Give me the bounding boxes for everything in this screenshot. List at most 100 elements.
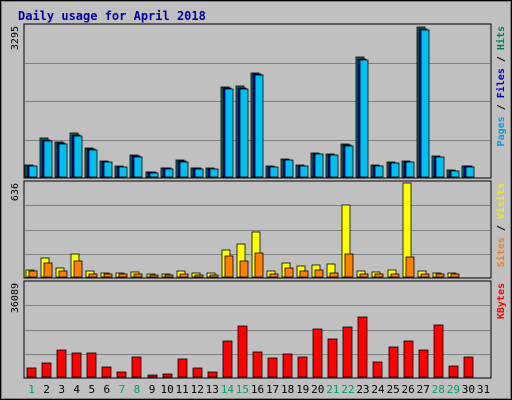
bar-sites-day-17 (269, 273, 279, 278)
bar-pages-day-13 (209, 168, 219, 178)
bar-sites-day-22 (344, 253, 354, 278)
bar-kbytes-day-28 (433, 324, 444, 378)
bar-kbytes-day-17 (267, 357, 278, 378)
bar-sites-day-21 (329, 272, 339, 278)
bar-pages-day-18 (284, 159, 294, 178)
bar-pages-day-29 (450, 170, 460, 178)
bar-sites-day-14 (224, 255, 234, 278)
day-label-2: 2 (43, 383, 50, 396)
day-label-18: 18 (281, 383, 294, 396)
bar-kbytes-day-7 (116, 371, 127, 378)
panel-hits-files-pages: 3295 Pages / Files / Hits (10, 23, 507, 179)
panel-visits-sites: 636 Sites / Visits (10, 180, 507, 279)
bar-sites-day-7 (118, 273, 128, 278)
day-label-26: 26 (402, 383, 415, 396)
day-label-19: 19 (296, 383, 309, 396)
bar-kbytes-day-25 (388, 346, 399, 378)
axis-label-sep: / (496, 98, 507, 116)
bar-pages-day-4 (73, 135, 83, 178)
bar-sites-day-3 (58, 270, 68, 278)
max-label-kbytes: 36089 (10, 283, 21, 313)
bar-sites-day-20 (314, 269, 324, 278)
bar-pages-day-11 (179, 161, 189, 178)
bar-pages-day-3 (58, 143, 68, 178)
bar-sites-day-23 (359, 273, 369, 278)
bar-kbytes-day-23 (357, 316, 368, 378)
bar-kbytes-day-5 (86, 352, 97, 378)
day-label-17: 17 (266, 383, 279, 396)
bar-kbytes-day-21 (327, 338, 338, 378)
bar-kbytes-day-19 (297, 356, 308, 378)
bar-kbytes-day-20 (312, 328, 323, 378)
day-label-10: 10 (160, 383, 173, 396)
axis-label-sites: Sites (495, 237, 507, 267)
bar-sites-day-1 (28, 270, 38, 278)
axis-label-hits-files-pages: Pages / Files / Hits (495, 26, 507, 146)
bar-pages-day-23 (359, 59, 369, 178)
bar-pages-day-7 (118, 166, 128, 178)
bar-kbytes-day-10 (162, 373, 173, 378)
bar-pages-day-19 (299, 165, 309, 178)
bar-pages-day-16 (254, 74, 264, 178)
day-label-7: 7 (119, 383, 126, 396)
bar-kbytes-day-9 (147, 374, 158, 378)
bar-sites-day-28 (435, 273, 445, 278)
max-label-visits-sites: 636 (10, 183, 21, 201)
bar-pages-day-1 (28, 165, 38, 178)
bar-pages-day-15 (239, 88, 249, 178)
x-axis-day-labels: 1 2 3 4 5 6 7 8 9 10 11 12 13 14 15 16 17 18 19 20 21 22 23 24 2… (28, 383, 490, 396)
bar-pages-day-24 (374, 165, 384, 178)
bar-kbytes-day-15 (237, 325, 248, 378)
day-label-11: 11 (176, 383, 189, 396)
bar-kbytes-day-8 (131, 356, 142, 378)
day-label-20: 20 (311, 383, 324, 396)
bar-pages-day-20 (314, 153, 324, 178)
day-label-12: 12 (191, 383, 204, 396)
axis-label-visits: Visits (495, 183, 507, 219)
bar-sites-day-26 (405, 256, 415, 278)
day-label-6: 6 (104, 383, 111, 396)
bar-kbytes-day-2 (41, 362, 52, 378)
bar-kbytes-day-30 (463, 356, 474, 378)
bar-kbytes-day-11 (177, 358, 188, 378)
day-label-28: 28 (432, 383, 445, 396)
bar-kbytes-day-14 (222, 340, 233, 378)
day-label-16: 16 (251, 383, 264, 396)
axis-label-sep: / (496, 219, 507, 237)
axis-label-files: Files (495, 68, 507, 98)
bar-kbytes-day-13 (207, 371, 218, 378)
day-label-27: 27 (417, 383, 430, 396)
bar-sites-day-15 (239, 260, 249, 278)
axis-label-pages: Pages (496, 116, 507, 146)
day-label-22: 22 (341, 383, 354, 396)
bar-sites-day-5 (88, 273, 98, 278)
axis-label-sep: / (496, 50, 507, 68)
bar-pages-day-8 (133, 156, 143, 178)
day-label-13: 13 (206, 383, 219, 396)
bar-kbytes-day-24 (372, 361, 383, 378)
bar-pages-day-5 (88, 149, 98, 178)
bar-kbytes-day-16 (252, 351, 263, 378)
day-label-15: 15 (236, 383, 249, 396)
bar-kbytes-day-3 (56, 349, 67, 378)
bar-sites-day-19 (299, 270, 309, 278)
bar-pages-day-14 (224, 88, 234, 178)
bar-kbytes-day-6 (101, 366, 112, 378)
bar-sites-day-12 (194, 274, 204, 278)
bar-sites-day-2 (43, 262, 53, 278)
bar-kbytes-day-29 (448, 365, 459, 378)
day-label-25: 25 (386, 383, 399, 396)
bar-kbytes-day-4 (71, 352, 82, 378)
bar-sites-day-24 (374, 273, 384, 278)
bar-pages-day-27 (420, 29, 430, 178)
bar-sites-day-9 (149, 274, 159, 278)
bar-sites-day-4 (73, 260, 83, 278)
bar-sites-day-11 (179, 273, 189, 278)
chart-panels: 3295 Pages / Files / Hits 636 Sites / Visit… (10, 23, 507, 379)
bar-pages-day-25 (390, 162, 400, 178)
bar-sites-day-29 (450, 273, 460, 278)
day-label-31: 31 (477, 383, 490, 396)
bar-sites-day-13 (209, 274, 219, 278)
bar-pages-day-21 (329, 154, 339, 178)
